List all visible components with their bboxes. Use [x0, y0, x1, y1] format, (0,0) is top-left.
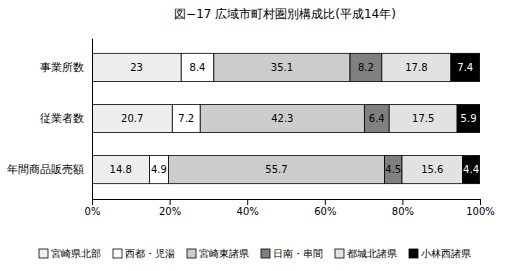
legend-label: 小林西諸県: [421, 248, 471, 259]
legend-swatch: [113, 249, 122, 258]
data-label: 8.4: [190, 62, 206, 73]
x-tick-label: 40%: [237, 206, 259, 217]
bars: [92, 53, 480, 183]
y-axis-line: [92, 39, 93, 200]
y-tick-label: 年間商品販売額: [7, 163, 84, 176]
y-tick: 年間商品販売額: [7, 163, 92, 176]
bar-segment: [364, 104, 389, 132]
y-tick: 従業者数: [40, 112, 92, 125]
data-label: 7.4: [457, 62, 473, 73]
data-label: 4.4: [463, 164, 479, 175]
plot: 23 8.4 35.1 8.2 17.8 7.4 20.7 7.2 42.3 6.4 17.5 5.9…: [7, 39, 495, 218]
x-tick-mark: [247, 199, 248, 205]
y-tick-label: 従業者数: [40, 112, 84, 125]
x-tick: 20%: [159, 199, 181, 217]
x-axis: 0% 20% 40% 60% 80% 100%: [85, 199, 495, 217]
bar-segment: [402, 156, 463, 184]
x-tick: 40%: [237, 199, 259, 217]
x-tick: 0%: [85, 199, 101, 217]
y-axis: 事業所数従業者数年間商品販売額: [7, 39, 93, 200]
x-tick-mark: [325, 199, 326, 205]
legend-swatch: [187, 249, 196, 258]
bar-segment: [92, 104, 172, 132]
x-tick-label: 100%: [466, 206, 495, 217]
bar-segment: [92, 53, 181, 81]
data-label: 17.8: [405, 62, 427, 73]
bar-segment: [463, 156, 480, 184]
bar-segment: [385, 156, 402, 184]
bar-segment: [181, 53, 214, 81]
bar-segment: [172, 104, 200, 132]
data-labels: 23 8.4 35.1 8.2 17.8 7.4 20.7 7.2 42.3 6.4 17.5 5.9…: [110, 62, 479, 175]
bar-segment: [214, 53, 350, 81]
legend-swatch: [39, 249, 48, 258]
data-label: 5.9: [461, 113, 477, 124]
legend: 宮崎県北部 西都・児湯 宮崎東諸県 日南・串間 都城北諸県 小林西諸県: [39, 248, 471, 259]
data-label: 14.8: [110, 164, 132, 175]
legend-item: 宮崎東諸県: [187, 248, 249, 259]
legend-item: 小林西諸県: [409, 248, 471, 259]
bar-segment: [350, 53, 382, 81]
bar-segment: [451, 53, 480, 81]
data-label: 35.1: [271, 62, 293, 73]
legend-swatch: [261, 249, 270, 258]
data-label: 6.4: [369, 113, 385, 124]
x-axis-line: [93, 200, 481, 206]
bar-segment: [149, 156, 168, 184]
bar-segment: [168, 156, 384, 184]
legend-label: 日南・串間: [273, 248, 323, 259]
legend-swatch: [335, 249, 344, 258]
legend-label: 都城北諸県: [347, 248, 397, 259]
data-label: 15.6: [421, 164, 443, 175]
x-tick-mark: [170, 199, 171, 205]
x-tick: 80%: [392, 199, 414, 217]
bar-segment: [382, 53, 451, 81]
bar-segment: [457, 104, 480, 132]
x-tick: 100%: [466, 199, 495, 217]
x-tick-mark: [92, 199, 93, 205]
y-tick: 事業所数: [40, 61, 92, 74]
legend-label: 西都・児湯: [125, 248, 175, 259]
x-tick-mark: [402, 199, 403, 205]
data-label: 17.5: [412, 113, 434, 124]
legend-label: 宮崎東諸県: [199, 248, 249, 259]
legend-item: 日南・串間: [261, 248, 323, 259]
x-tick-label: 20%: [159, 206, 181, 217]
data-label: 23: [130, 62, 143, 73]
legend-item: 都城北諸県: [335, 248, 397, 259]
legend-item: 宮崎県北部: [39, 248, 101, 259]
data-label: 20.7: [121, 113, 143, 124]
legend-item: 西都・児湯: [113, 248, 175, 259]
data-label: 55.7: [265, 164, 287, 175]
bar-segment: [200, 104, 364, 132]
data-label: 8.2: [358, 62, 374, 73]
legend-swatch: [409, 249, 418, 258]
data-label: 4.5: [385, 164, 401, 175]
x-tick-label: 0%: [85, 206, 101, 217]
x-tick-mark: [480, 199, 481, 205]
data-label: 42.3: [271, 113, 293, 124]
legend-label: 宮崎県北部: [51, 248, 101, 259]
x-tick-label: 60%: [314, 206, 336, 217]
bar-segment: [389, 104, 457, 132]
chart: 図−17 広域市町村圏別構成比(平成14年) 23 8.4 35.1 8.2 17.8 7.…: [0, 0, 510, 271]
data-label: 7.2: [178, 113, 194, 124]
title: 図−17 広域市町村圏別構成比(平成14年): [174, 7, 396, 21]
bar-segment: [92, 156, 149, 184]
x-tick: 60%: [314, 199, 336, 217]
y-tick-label: 事業所数: [40, 61, 84, 74]
data-label: 4.9: [151, 164, 167, 175]
x-tick-label: 80%: [392, 206, 414, 217]
